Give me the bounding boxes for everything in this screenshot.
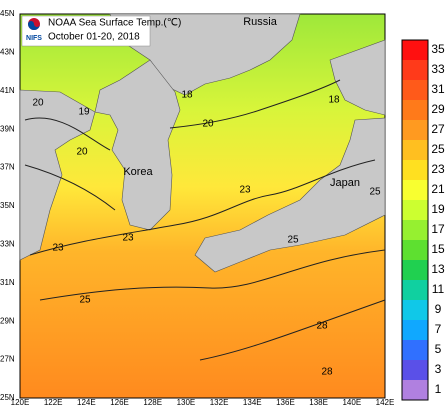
contour-label: 20 (32, 98, 44, 109)
colorbar-swatch (402, 320, 428, 341)
logo-text: NIFS (26, 35, 42, 42)
colorbar-swatch (402, 340, 428, 361)
land-korea (94, 59, 181, 231)
contour-label: 20 (76, 147, 88, 158)
contour-lines (24, 79, 386, 361)
contour-label: 18 (181, 90, 193, 101)
contour-label: 23 (52, 243, 64, 254)
lat-label: 31N (0, 278, 15, 287)
lat-label: 27N (0, 355, 15, 364)
subtitle: October 01-20, 2018 (48, 32, 140, 43)
lon-label: 132E (210, 398, 229, 407)
lon-label: 136E (276, 398, 295, 407)
colorbar-label: 15 (431, 242, 445, 256)
colorbar-swatch (402, 240, 428, 261)
colorbar-swatch (402, 380, 428, 401)
contour-label: 23 (239, 185, 251, 196)
lat-label: 41N (0, 86, 15, 95)
title: NOAA Sea Surface Temp.(℃) (48, 18, 181, 29)
lat-label: 43N (0, 48, 15, 57)
lat-label: 25N (0, 393, 15, 402)
lat-label: 33N (0, 240, 15, 249)
lon-label: 122E (44, 398, 63, 407)
lat-label: 45N (0, 9, 15, 18)
colorbar-label: 25 (431, 142, 445, 156)
lon-label: 120E (11, 398, 30, 407)
colorbar-label: 21 (431, 182, 445, 196)
place-label: Japan (330, 177, 360, 189)
contour-label: 25 (79, 295, 91, 306)
colorbar-swatch (402, 200, 428, 221)
lon-label: 128E (143, 398, 162, 407)
contour-label: 28 (316, 321, 328, 332)
colorbar-swatch (402, 100, 428, 121)
legend-header: NIFS NOAA Sea Surface Temp.(℃) October 0… (21, 15, 181, 47)
lon-label: 138E (309, 398, 328, 407)
colorbar-label: 35 (431, 42, 445, 56)
colorbar-label: 33 (431, 62, 445, 76)
place-label: Korea (123, 166, 153, 178)
colorbar-swatch (402, 80, 428, 101)
colorbar-label: 23 (431, 162, 445, 176)
colorbar-swatch (402, 360, 428, 381)
lon-label: 142E (376, 398, 395, 407)
labels: 25N 27N 29N 31N 33N 35N 37N 39N 41N 43N 45N 120E 122… (0, 9, 394, 407)
colorbar-label: 17 (431, 222, 445, 236)
lat-label: 37N (0, 163, 15, 172)
colorbar-swatch (402, 160, 428, 181)
place-label: Russia (243, 16, 278, 28)
colorbar-swatch (402, 280, 428, 301)
colorbar-swatch (402, 180, 428, 201)
lat-label: 29N (0, 316, 15, 325)
lon-label: 130E (177, 398, 196, 407)
title-box (21, 15, 151, 47)
map (19, 13, 386, 399)
lon-label: 126E (110, 398, 129, 407)
colorbar-label: 31 (431, 82, 445, 96)
colorbar-label: 11 (432, 282, 445, 296)
colorbar-label: 13 (431, 262, 445, 276)
colorbar-swatch (402, 40, 428, 61)
colorbar-label: 3 (435, 362, 442, 376)
lon-label: 124E (77, 398, 96, 407)
logo-mark-blue (28, 21, 40, 30)
colorbar-label: 7 (435, 322, 442, 336)
colorbar-swatch (402, 220, 428, 241)
lon-label: 134E (243, 398, 262, 407)
land-hokkaido (329, 39, 386, 116)
contour-label: 20 (202, 119, 214, 130)
land-china (19, 89, 96, 261)
colorbar-label: 27 (431, 122, 445, 136)
colorbar-swatch (402, 300, 428, 321)
colorbar-label: 1 (435, 382, 442, 396)
colorbar-swatch (402, 120, 428, 141)
contour-label: 25 (369, 187, 381, 198)
colorbar-label: 29 (431, 102, 445, 116)
colorbar-label: 5 (435, 342, 442, 356)
lat-label: 39N (0, 124, 15, 133)
lat-label: 35N (0, 201, 15, 210)
contour-label: 23 (122, 233, 134, 244)
lon-label: 140E (342, 398, 361, 407)
colorbar-swatch (402, 260, 428, 281)
colorbar-label: 9 (435, 302, 442, 316)
colorbar-frame (401, 39, 429, 401)
colorbar-label: 19 (431, 202, 445, 216)
colorbar-swatch (402, 60, 428, 81)
contour-label: 18 (328, 95, 340, 106)
contour-label: 25 (287, 235, 299, 246)
contour-label: 28 (321, 367, 333, 378)
contour-label: 19 (78, 107, 90, 118)
colorbar-swatch (402, 140, 428, 161)
